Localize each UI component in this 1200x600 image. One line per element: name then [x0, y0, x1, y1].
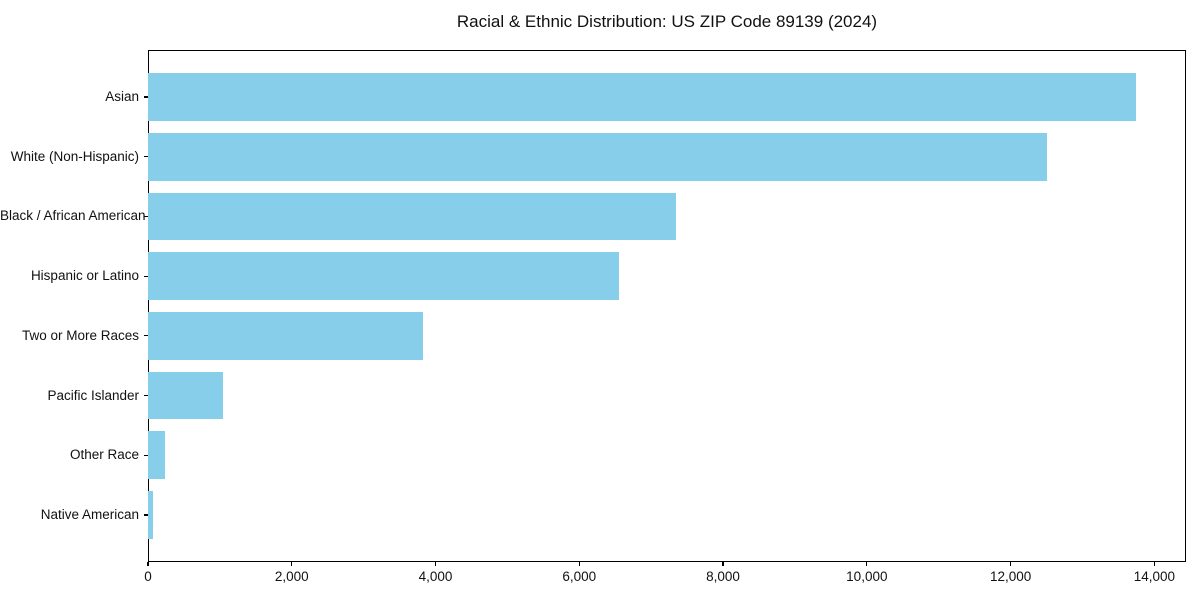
y-tick-label-native-american: Native American — [40, 506, 139, 522]
y-tick-mark — [144, 335, 148, 337]
y-tick-mark — [144, 454, 148, 456]
bar-native-american — [148, 490, 153, 539]
x-tick-mark — [291, 562, 293, 566]
x-tick-mark — [722, 562, 724, 566]
bar-pacific-islander — [148, 371, 223, 420]
y-tick-label-pacific-islander: Pacific Islander — [47, 387, 139, 403]
x-tick-mark — [578, 562, 580, 566]
y-tick-label-asian: Asian — [105, 89, 139, 105]
bar-other-race — [148, 431, 165, 480]
x-tick-mark — [866, 562, 868, 566]
y-tick-mark — [144, 156, 148, 158]
y-tick-mark — [144, 96, 148, 98]
x-tick-label-0: 0 — [144, 569, 152, 584]
y-tick-label-other-race: Other Race — [69, 447, 139, 463]
y-tick-mark — [144, 394, 148, 397]
x-tick-mark — [434, 562, 437, 566]
x-tick-label-8000: 8,000 — [706, 569, 740, 584]
y-tick-label-hispanic-or-latino: Hispanic or Latino — [30, 268, 139, 284]
bar-hispanic-or-latino — [148, 252, 619, 301]
bar-black-african-american — [148, 192, 676, 241]
y-tick-label-black-african-american: Black / African American — [0, 208, 146, 224]
x-tick-label-14000: 14,000 — [1133, 569, 1175, 584]
plot-area — [148, 50, 1186, 562]
x-tick-label-10000: 10,000 — [846, 569, 888, 584]
x-tick-label-6000: 6,000 — [562, 569, 597, 584]
bar-asian — [148, 73, 1137, 121]
x-tick-label-12000: 12,000 — [989, 569, 1032, 584]
y-tick-label-two-or-more-races: Two or More Races — [21, 327, 139, 343]
bar-white-non-hispanic — [148, 132, 1048, 181]
bar-two-or-more-races — [148, 311, 423, 360]
x-tick-label-4000: 4,000 — [418, 569, 453, 584]
y-tick-mark — [144, 514, 148, 516]
x-tick-label-2000: 2,000 — [274, 569, 309, 584]
x-tick-mark — [1153, 562, 1156, 566]
y-tick-label-white-non-hispanic: White (Non-Hispanic) — [10, 148, 139, 164]
x-tick-mark — [147, 562, 149, 566]
y-tick-mark — [144, 275, 148, 277]
x-tick-mark — [1009, 562, 1012, 566]
y-tick-mark — [144, 215, 148, 218]
chart-title: Racial & Ethnic Distribution: US ZIP Cod… — [456, 12, 878, 31]
